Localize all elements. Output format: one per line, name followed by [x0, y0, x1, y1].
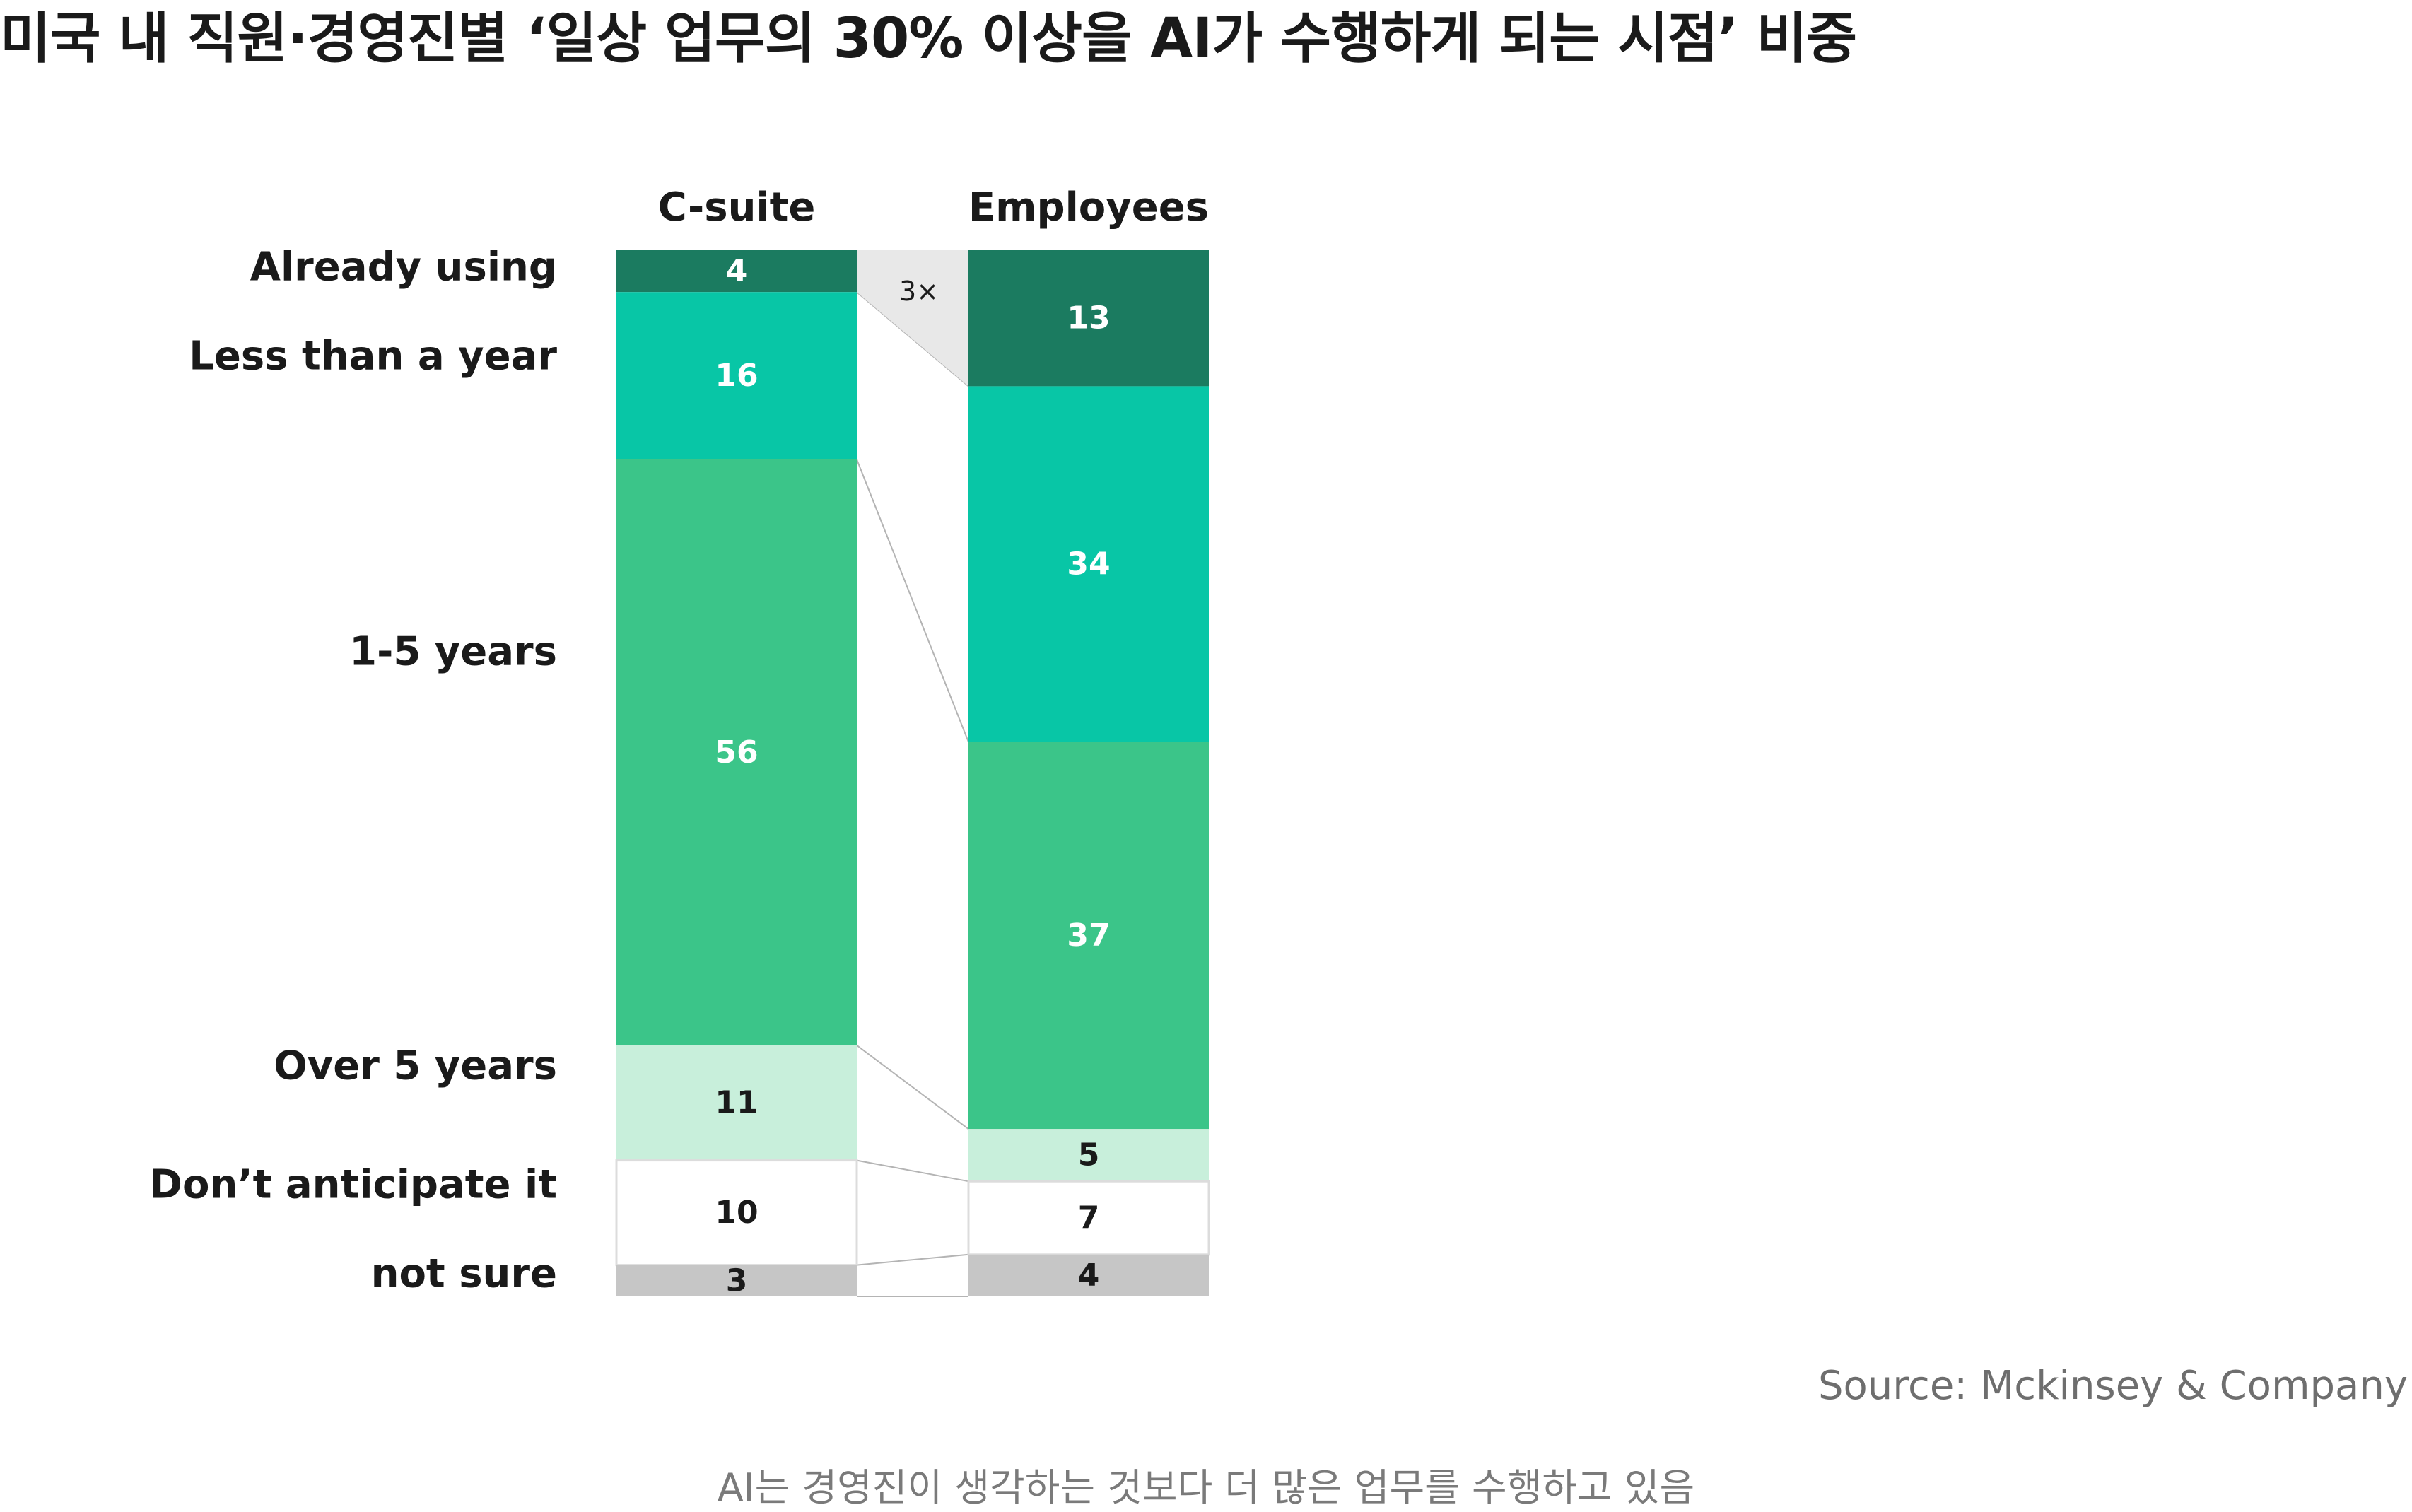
row-label-over-5-years: Over 5 years	[274, 1043, 557, 1089]
value-label-c-suite-less-than-a-year: 16	[715, 358, 758, 394]
value-label-c-suite-not-sure: 3	[726, 1262, 748, 1299]
value-label-employees-less-than-a-year: 34	[1067, 546, 1110, 582]
value-label-c-suite-over-5-years: 11	[715, 1085, 758, 1121]
bar-employees-less-than-a-year	[968, 386, 1209, 742]
source-note: Source: Mckinsey & Company	[1817, 1363, 2408, 1409]
bar-c-suite-already-using	[616, 250, 857, 293]
multiplier-wedge	[857, 250, 968, 387]
bar-employees-1-5-years	[968, 742, 1209, 1130]
value-label-employees-dont-anticipate-it: 7	[1078, 1200, 1100, 1236]
chart-caption: AI는 경영진이 생각하는 것보다 더 많은 업무를 수행하고 있음	[717, 1465, 1695, 1510]
bar-c-suite-over-5-years	[616, 1045, 857, 1161]
bar-c-suite-less-than-a-year	[616, 292, 857, 459]
row-label-dont-anticipate-it: Don’t anticipate it	[150, 1162, 557, 1208]
row-label-already-using: Already using	[250, 245, 557, 291]
chart-title: 미국 내 직원·경영진별 ‘일상 업무의 30% 이상을 AI가 수행하게 되는…	[0, 7, 1857, 71]
labels: 4 16 56 11 10 3 C-suite 13 34 37 5 7 4 Employees Alrea…	[150, 184, 1210, 1299]
multiplier-annotation: 3×	[899, 276, 939, 307]
connector-line-dont-anticipate-it	[856, 1159, 969, 1183]
column-header-c-suite: C-suite	[658, 184, 816, 230]
bar-employees-dont-anticipate-it	[967, 1180, 1210, 1256]
bars	[615, 250, 1210, 1296]
connector-line-over-5-years	[856, 1044, 969, 1130]
value-label-employees-already-using: 13	[1067, 300, 1110, 336]
connector-line-not-sure	[856, 1253, 969, 1266]
column-header-employees: Employees	[968, 184, 1209, 230]
value-label-c-suite-already-using: 4	[726, 253, 748, 289]
bar-employees-not-sure	[968, 1254, 1209, 1296]
bar-employees-over-5-years	[968, 1129, 1209, 1182]
value-label-employees-over-5-years: 5	[1078, 1137, 1100, 1173]
row-label-less-than-a-year: Less than a year	[189, 334, 557, 380]
row-label-not-sure: not sure	[371, 1251, 557, 1297]
connector-line-1-5-years	[856, 459, 969, 742]
value-label-employees-1-5-years: 37	[1067, 918, 1110, 954]
bar-c-suite-dont-anticipate-it	[615, 1159, 858, 1267]
value-label-c-suite-dont-anticipate-it: 10	[715, 1195, 758, 1231]
bar-c-suite-1-5-years	[616, 459, 857, 1045]
row-label-1-5-years: 1-5 years	[349, 629, 557, 675]
value-label-employees-not-sure: 4	[1078, 1258, 1100, 1294]
value-label-c-suite-1-5-years: 56	[715, 734, 758, 770]
bar-c-suite-not-sure	[616, 1265, 857, 1296]
connector-lines	[856, 250, 969, 1297]
bar-employees-already-using	[968, 250, 1209, 387]
